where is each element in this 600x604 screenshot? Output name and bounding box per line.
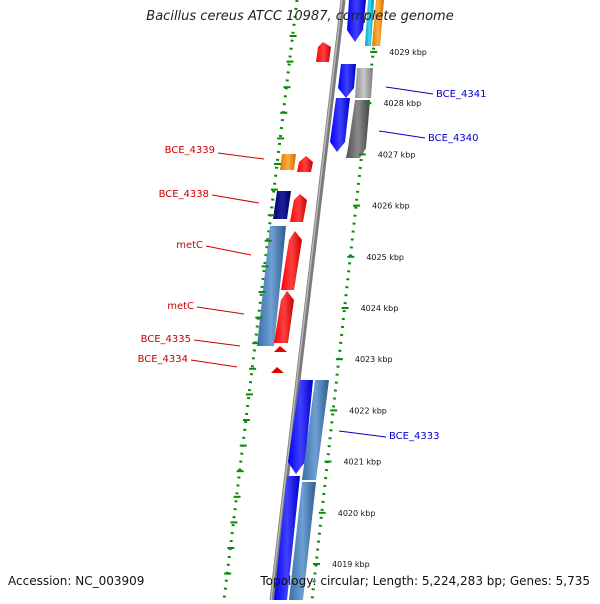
- gene-bce4335-red[interactable]: [274, 346, 287, 352]
- genome-backbone-highlight: [270, 0, 343, 601]
- kbp-tick-label: 4019 kbp: [332, 560, 370, 569]
- gene-bce4333-blue-a[interactable]: [288, 380, 313, 474]
- genome-title: Bacillus cereus ATCC 10987, complete gen…: [146, 9, 454, 24]
- kbp-tick-label: 4027 kbp: [378, 150, 416, 159]
- leader-bce4334: [190, 359, 238, 368]
- gene-top-blue[interactable]: [347, 0, 366, 42]
- leader-metc-2: [196, 306, 245, 315]
- gene-bce4333-steel[interactable]: [302, 380, 329, 480]
- gene-bce4340-darkgrey[interactable]: [346, 100, 370, 158]
- label-metc-2[interactable]: metC: [167, 301, 194, 312]
- genome-summary-text: Topology: circular; Length: 5,224,283 bp…: [260, 574, 590, 588]
- kbp-tick-label: 4028 kbp: [383, 99, 421, 108]
- kbp-tick-label: 4021 kbp: [343, 458, 381, 467]
- label-bce4339[interactable]: BCE_4339: [165, 145, 215, 156]
- label-bce4338[interactable]: BCE_4338: [159, 189, 209, 200]
- gene-bce4339-orange[interactable]: [280, 154, 296, 170]
- gene-metc-red-a[interactable]: [281, 231, 302, 290]
- leader-bce4338: [211, 194, 260, 204]
- leader-bce4341: [385, 86, 434, 95]
- label-metc-1[interactable]: metC: [176, 240, 203, 251]
- kbp-tick-label: 4024 kbp: [361, 304, 399, 313]
- gene-blue-4020[interactable]: [274, 476, 300, 600]
- label-bce4333[interactable]: BCE_4333: [389, 431, 439, 442]
- kbp-tick-label: 4023 kbp: [355, 355, 393, 364]
- kbp-tick-label: 4026 kbp: [372, 202, 410, 211]
- leader-bce4335: [193, 339, 241, 347]
- genome-backbone: [269, 0, 346, 601]
- label-bce4341[interactable]: BCE_4341: [436, 89, 486, 100]
- kbp-tick-group: 4029 kbp 4028 kbp 4027 kbp 4026 kbp 4025 kbp…: [224, 35, 427, 575]
- label-bce4340[interactable]: BCE_4340: [428, 133, 478, 144]
- leader-bce4333: [338, 430, 387, 438]
- label-bce4334[interactable]: BCE_4334: [138, 354, 188, 365]
- gene-bce4338-navy[interactable]: [273, 191, 291, 219]
- kbp-tick-label: 4022 kbp: [349, 406, 387, 415]
- gene-steel-4020[interactable]: [289, 482, 316, 600]
- gene-red-4338[interactable]: [290, 194, 307, 222]
- accession-text: Accession: NC_003909: [8, 574, 145, 588]
- label-bce4335[interactable]: BCE_4335: [141, 334, 191, 345]
- kbp-tick-label: 4029 kbp: [389, 48, 427, 57]
- gene-red-4339[interactable]: [297, 156, 313, 172]
- leader-bce4339: [217, 152, 265, 160]
- gene-top-cyan[interactable]: [365, 0, 374, 46]
- gene-bce4334-red[interactable]: [271, 367, 284, 373]
- gene-bce4341-grey[interactable]: [355, 68, 373, 98]
- gene-metc-steel[interactable]: [257, 226, 286, 346]
- kbp-tick-label: 4020 kbp: [338, 509, 376, 518]
- gene-blue-4028a[interactable]: [338, 64, 356, 98]
- kbp-tick-label: 4025 kbp: [366, 253, 404, 262]
- gene-top-orange[interactable]: [372, 0, 384, 46]
- gene-metc-red-b[interactable]: [274, 291, 294, 343]
- leader-metc-1: [205, 245, 252, 256]
- gene-blue-4027[interactable]: [330, 98, 350, 152]
- leader-bce4340: [378, 130, 426, 139]
- gene-red-4029[interactable]: [316, 42, 331, 62]
